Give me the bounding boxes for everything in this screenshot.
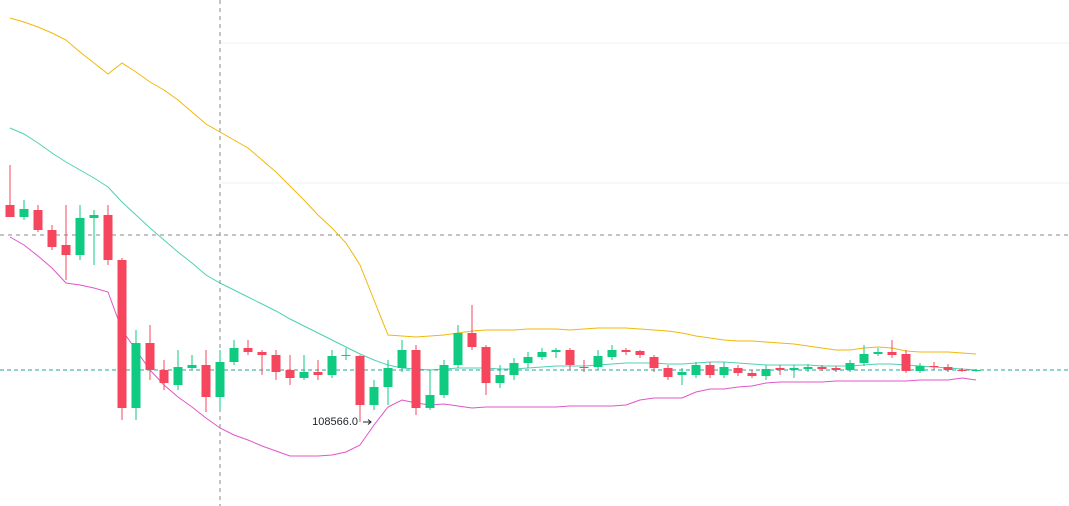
candle-body — [691, 365, 701, 375]
candle-body — [705, 365, 715, 375]
candle-body — [957, 370, 967, 371]
plot-area: 108566.0 — [0, 17, 1069, 457]
candle-body — [215, 362, 225, 397]
candle-body — [201, 365, 211, 397]
candle-body — [187, 365, 197, 368]
candle-body — [747, 373, 757, 376]
candle-body — [313, 372, 323, 375]
candle-body — [159, 370, 169, 383]
candle-body — [369, 387, 379, 405]
candle-body — [439, 365, 449, 395]
candle-body — [579, 367, 589, 368]
band-middle — [9, 127, 977, 371]
low-annotation: 108566.0 — [312, 416, 358, 428]
candle-body — [467, 333, 477, 347]
candle-body — [859, 354, 869, 363]
candle-body — [649, 357, 659, 368]
band-lower — [9, 236, 977, 457]
candle-body — [523, 357, 533, 363]
candle-body — [663, 368, 673, 377]
candle-body — [131, 343, 141, 408]
candle-body — [481, 347, 491, 383]
candle-body — [607, 350, 617, 357]
candle-body — [117, 260, 127, 408]
candle-body — [285, 370, 295, 378]
candle-body — [831, 368, 841, 370]
candle-body — [929, 366, 939, 367]
candle-body — [901, 354, 911, 371]
candle-body — [243, 348, 253, 352]
candle-body — [355, 356, 365, 405]
candle-body — [775, 368, 785, 370]
candle-body — [943, 367, 953, 370]
candle-body — [103, 215, 113, 260]
candle-body — [257, 352, 267, 355]
candle-body — [383, 368, 393, 387]
candle-body — [761, 369, 771, 376]
candle-body — [509, 363, 519, 375]
candle-body — [915, 366, 925, 371]
candle-body — [719, 367, 729, 375]
candle-body — [803, 367, 813, 369]
candle-body — [817, 367, 827, 369]
band-upper — [9, 17, 977, 355]
candle-body — [229, 348, 239, 362]
candle-body — [299, 372, 309, 378]
candle-body — [495, 375, 505, 383]
candle-body — [145, 343, 155, 370]
candle-body — [677, 372, 687, 375]
candle-body — [33, 210, 43, 230]
annotation-arrowhead — [367, 419, 372, 425]
candle-body — [971, 370, 981, 371]
candle-body — [173, 367, 183, 385]
candle-body — [453, 333, 463, 365]
candle-body — [621, 350, 631, 352]
candle-body — [887, 352, 897, 355]
candle-body — [89, 215, 99, 218]
candle-body — [789, 368, 799, 370]
candle-body — [537, 352, 547, 357]
candle-body — [341, 355, 351, 356]
candle-body — [5, 205, 15, 217]
candle-body — [411, 350, 421, 408]
candle-body — [75, 218, 85, 255]
candle-body — [593, 356, 603, 367]
candle-body — [733, 368, 743, 373]
candle-body — [47, 230, 57, 247]
candle-body — [845, 363, 855, 370]
candle-body — [873, 352, 883, 354]
candle-body — [565, 350, 575, 365]
candle-body — [61, 245, 71, 255]
candle-body — [271, 355, 281, 372]
candle-body — [425, 395, 435, 408]
candle-body — [397, 350, 407, 368]
candle-body — [327, 356, 337, 375]
candle-body — [551, 350, 561, 352]
candle-body — [635, 351, 645, 355]
candle-body — [19, 209, 29, 217]
